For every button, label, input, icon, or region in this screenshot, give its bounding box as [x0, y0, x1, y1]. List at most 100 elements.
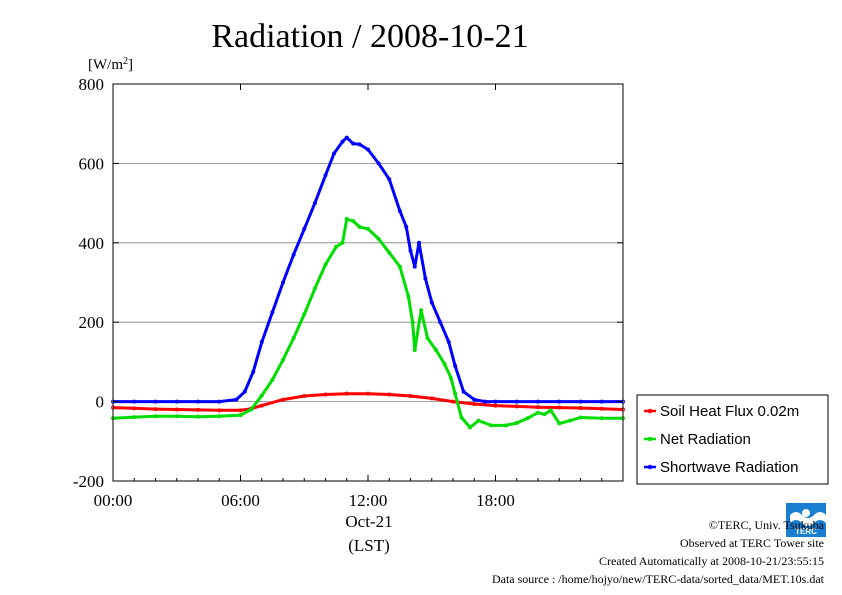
data-point [195, 399, 200, 404]
data-point [482, 399, 487, 404]
y-tick-label: 200 [79, 313, 105, 332]
data-point [493, 403, 498, 408]
data-point [323, 262, 328, 267]
data-point [259, 340, 264, 345]
data-point [514, 421, 519, 426]
data-point [344, 391, 349, 396]
data-point [174, 407, 179, 412]
y-axis-ticks: 800 600 400 200 0 -200 [73, 75, 623, 491]
data-point [525, 416, 530, 421]
data-point [408, 248, 413, 253]
legend-label: Net Radiation [660, 431, 751, 448]
data-point [270, 310, 275, 315]
data-point [423, 276, 428, 281]
series-line [113, 136, 623, 404]
data-point [387, 250, 392, 255]
data-point [302, 226, 307, 231]
y-tick-label: 600 [79, 154, 105, 173]
y-axis-unit: [W/m2] [88, 56, 133, 73]
data-point [425, 336, 430, 341]
data-point [387, 392, 392, 397]
data-point [323, 173, 328, 178]
data-point [557, 405, 562, 410]
data-point [536, 410, 541, 415]
footer-observed: Observed at TERC Tower site [679, 536, 824, 550]
footer-copyright: ©TERC, Univ. Tsukuba [708, 518, 824, 532]
data-point [280, 397, 285, 402]
y-tick-label: 0 [96, 393, 105, 412]
data-point [238, 408, 243, 413]
data-point [365, 391, 370, 396]
data-point [536, 399, 541, 404]
data-point [397, 264, 402, 269]
data-point [429, 396, 434, 401]
data-point [578, 405, 583, 410]
data-point [406, 294, 411, 299]
data-point [476, 418, 481, 423]
data-point [450, 399, 455, 404]
data-point [599, 399, 604, 404]
data-point [376, 161, 381, 166]
data-point [280, 280, 285, 285]
data-point [259, 393, 264, 398]
data-point [419, 308, 424, 313]
data-point [442, 361, 447, 366]
legend-box [636, 394, 829, 485]
data-point [302, 394, 307, 399]
y-tick-label: 400 [79, 234, 105, 253]
data-point [412, 347, 417, 352]
legend: Soil Heat Flux 0.02m Net Radiation Shortwa… [636, 394, 829, 485]
grid-lines [113, 162, 623, 403]
series-line [112, 217, 623, 429]
data-point [312, 201, 317, 206]
data-point [365, 147, 370, 152]
legend-marker [647, 408, 653, 414]
data-point [132, 399, 137, 404]
legend-marker [647, 464, 653, 470]
data-point [578, 399, 583, 404]
legend-label: Soil Heat Flux 0.02m [660, 403, 799, 420]
x-tick-label: 00:00 [94, 491, 133, 510]
data-point [412, 264, 417, 269]
data-point [331, 151, 336, 156]
series-line [112, 392, 624, 412]
terc-logo: TERC [786, 503, 826, 537]
data-point [599, 416, 604, 421]
data-point [578, 415, 583, 420]
data-point [404, 224, 409, 229]
data-point [132, 415, 137, 420]
data-point [344, 135, 349, 140]
x-tick-label: 18:00 [476, 491, 515, 510]
data-point [433, 347, 438, 352]
data-point [291, 336, 296, 341]
data-point [351, 141, 356, 146]
data-point [302, 312, 307, 317]
data-point [376, 236, 381, 241]
data-point [548, 408, 553, 413]
chart-title: Radiation / 2008-10-21 [211, 18, 528, 55]
data-point [174, 399, 179, 404]
footer-created: Created Automatically at 2008-10-21/23:5… [599, 554, 824, 568]
data-point [446, 340, 451, 345]
data-point [365, 226, 370, 231]
data-point [357, 142, 362, 147]
data-point [410, 320, 415, 325]
data-point [504, 423, 509, 428]
x-axis-label: (LST) [348, 536, 390, 555]
data-point [542, 412, 547, 417]
data-point [334, 244, 339, 249]
data-point [174, 414, 179, 419]
data-point [416, 240, 421, 245]
data-point [251, 369, 256, 374]
data-point [467, 425, 472, 430]
data-point [357, 224, 362, 229]
data-point [217, 414, 222, 419]
x-axis-ticks: 00:00 06:00 12:00 18:00 [94, 84, 603, 510]
data-point [280, 357, 285, 362]
data-point [312, 286, 317, 291]
data-point [397, 209, 402, 214]
plot-series [111, 135, 626, 430]
svg-text:TERC: TERC [795, 527, 817, 536]
data-point [459, 415, 464, 420]
